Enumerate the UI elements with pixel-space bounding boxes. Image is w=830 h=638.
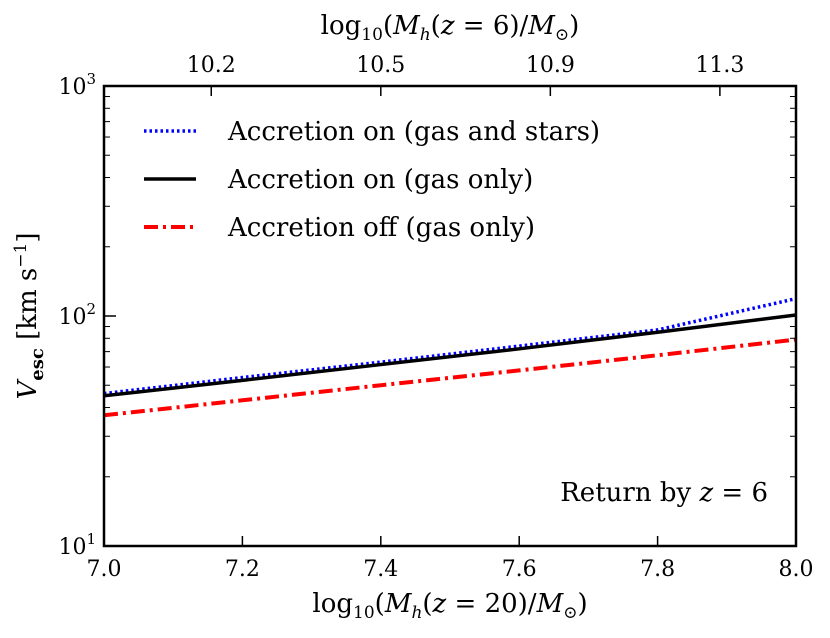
- x-tick-label: 7.2: [225, 557, 260, 582]
- series-line-3: [104, 337, 796, 418]
- plot-frame: [102, 84, 798, 548]
- annotation: Return by z = 6: [560, 478, 768, 508]
- series-line-1: [104, 296, 796, 396]
- x-tick-label: 8.0: [779, 557, 814, 582]
- legend-label-2: Accretion on (gas only): [227, 165, 533, 195]
- x-tick-label: 7.4: [363, 557, 398, 582]
- y-tick-label: 102: [58, 300, 96, 330]
- top-tick-label: 10.5: [356, 53, 405, 78]
- y-axis-label: Vesc [km s−1]: [11, 233, 48, 400]
- series-line-2: [104, 313, 796, 398]
- legend-label-1: Accretion on (gas and stars): [227, 117, 600, 147]
- top-tick-label: 10.9: [526, 53, 575, 78]
- x-tick-label: 7.8: [640, 557, 675, 582]
- legend-label-3: Accretion off (gas only): [227, 213, 535, 243]
- x-tick-label: 7.6: [502, 557, 537, 582]
- y-tick-label: 101: [58, 530, 96, 560]
- top-tick-label: 10.2: [187, 53, 236, 78]
- top-tick-label: 11.3: [695, 53, 744, 78]
- x-tick-label: 7.0: [87, 557, 122, 582]
- y-tick-label: 103: [58, 70, 96, 100]
- x-axis-label: log10(Mh(z = 20)/M⊙): [312, 589, 587, 623]
- top-axis-label: log10(Mh(z = 6)/M⊙): [321, 11, 580, 45]
